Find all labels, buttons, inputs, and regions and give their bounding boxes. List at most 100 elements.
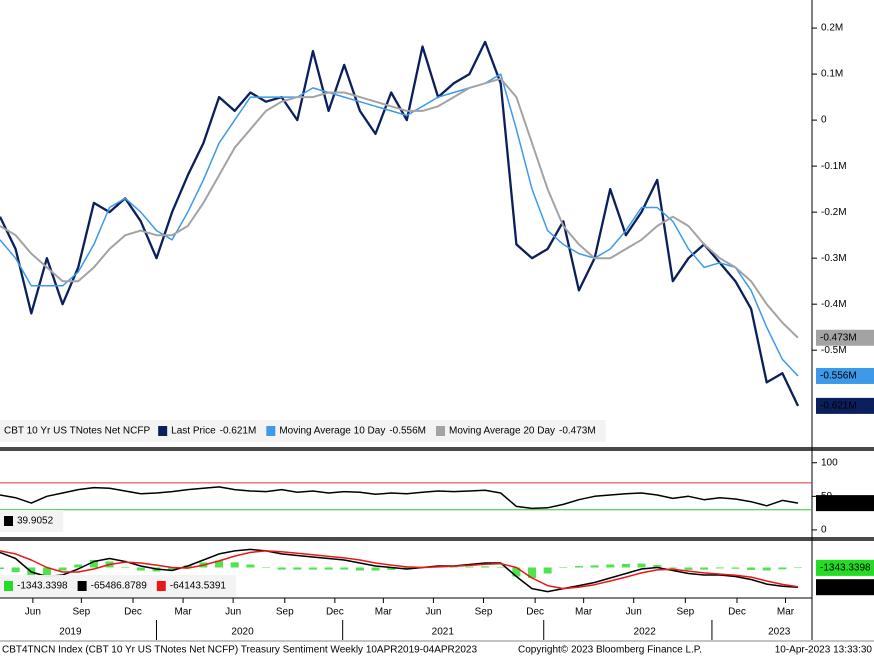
x-tick-label: Jun [225, 607, 241, 618]
x-tick-label: Sep [276, 607, 294, 618]
last-value-label: -0.473M [820, 332, 857, 343]
histogram-bar [387, 567, 396, 570]
histogram-bar [277, 567, 286, 570]
y-tick-label: -0.1M [821, 161, 847, 172]
legend-swatch [436, 426, 446, 436]
series-line [0, 77, 799, 339]
histogram-bar [621, 563, 630, 568]
footer-center: Copyright© 2023 Bloomberg Finance L.P. [518, 645, 702, 656]
legend-label: Moving Average 20 Day [449, 426, 555, 437]
legend-value: -0.556M [389, 426, 426, 437]
histogram-bar [731, 567, 740, 569]
legend-swatch [4, 581, 13, 591]
histogram-bar [355, 567, 364, 571]
x-tick-label: Dec [326, 607, 344, 618]
series-line [0, 40, 800, 407]
last-value-box [816, 329, 874, 346]
legend-value: -1343.3398 [17, 581, 68, 592]
x-tick-label: Sep [72, 607, 90, 618]
histogram-bar [528, 567, 536, 579]
y-tick-label: 0.1M [821, 69, 843, 80]
y-tick-label: -0.4M [821, 299, 847, 310]
footer-left: CBT4TNCN Index (CBT 10 Yr US TNotes Net … [2, 645, 477, 656]
legend-swatch [158, 426, 168, 436]
legend-background [0, 420, 606, 442]
histogram-bar [371, 567, 380, 571]
y-tick-label: -0.5M [821, 345, 847, 356]
histogram-bar [543, 567, 552, 574]
legend-value: -64143.5391 [170, 581, 227, 592]
histogram-bar [559, 567, 568, 568]
histogram-bar [168, 567, 177, 571]
x-tick-label: Mar [174, 607, 192, 618]
histogram-bar [74, 564, 83, 568]
last-value-box [816, 367, 874, 384]
legend-title: CBT 10 Yr US TNotes Net NCFP [4, 426, 150, 437]
legend-label: Moving Average 10 Day [279, 426, 385, 437]
panel-divider [0, 537, 874, 541]
histogram-bar [465, 566, 474, 568]
histogram-bar [496, 566, 505, 568]
histogram-bar [668, 567, 677, 569]
footer-right: 10-Apr-2023 13:33:30 [775, 645, 873, 656]
panel-divider [0, 447, 874, 451]
x-tick-label: Dec [728, 607, 746, 618]
x-tick-label: Mar [777, 607, 795, 618]
histogram-bar [481, 566, 490, 568]
histogram-bar [747, 567, 756, 570]
x-year-label: 2019 [59, 627, 82, 638]
x-year-label: 2021 [432, 627, 455, 638]
x-tick-label: Mar [375, 607, 393, 618]
x-year-label: 2020 [231, 627, 254, 638]
legend-value: 39.9052 [17, 516, 54, 527]
last-value-box [816, 579, 874, 596]
histogram-bar [715, 567, 724, 569]
histogram-bar [27, 567, 36, 580]
x-year-label: 2022 [634, 627, 657, 638]
histogram-bar [653, 565, 662, 568]
histogram-bar [262, 567, 270, 568]
histogram-bar [308, 567, 317, 570]
histogram-bar [230, 562, 239, 568]
legend-label: Last Price [171, 426, 216, 437]
last-value-label: -1343.3398 [820, 563, 871, 574]
legend-swatch [4, 516, 13, 526]
legend-value: -0.473M [559, 426, 596, 437]
last-value-label: -65486.8789 [820, 582, 874, 593]
x-tick-label: Dec [526, 607, 544, 618]
legend-swatch [77, 581, 87, 591]
x-tick-label: Jun [25, 607, 41, 618]
histogram-bar [762, 567, 771, 571]
series-line [0, 73, 799, 377]
histogram-bar [42, 567, 51, 577]
last-value-label: -0.621M [820, 401, 857, 412]
histogram-bar [512, 567, 521, 577]
histogram-bar [637, 563, 646, 568]
histogram-bar [58, 567, 67, 571]
last-value-label: -0.556M [820, 371, 857, 382]
histogram-bar [700, 567, 709, 570]
histogram-bar [574, 565, 583, 568]
histogram-bar [606, 564, 615, 568]
x-tick-label: Mar [575, 607, 593, 618]
legend-value: -0.621M [220, 426, 257, 437]
histogram-bar [794, 567, 802, 568]
last-value-box [816, 559, 874, 576]
y-tick-label: 100 [821, 457, 838, 468]
histogram-bar [449, 567, 458, 568]
x-tick-label: Jun [425, 607, 441, 618]
last-value-box [816, 397, 874, 414]
x-tick-label: Sep [676, 607, 694, 618]
legend-background [0, 575, 236, 597]
histogram-bar [324, 567, 333, 570]
y-tick-label: -0.3M [821, 253, 847, 264]
histogram-bar [778, 567, 787, 570]
y-tick-label: 0.2M [821, 23, 843, 34]
histogram-bar [89, 559, 98, 568]
histogram-bar [684, 567, 693, 570]
histogram-bar [0, 567, 4, 569]
histogram-bar [215, 560, 224, 568]
last-value-label: 39.9052 [820, 498, 857, 509]
last-value-box [816, 495, 874, 512]
